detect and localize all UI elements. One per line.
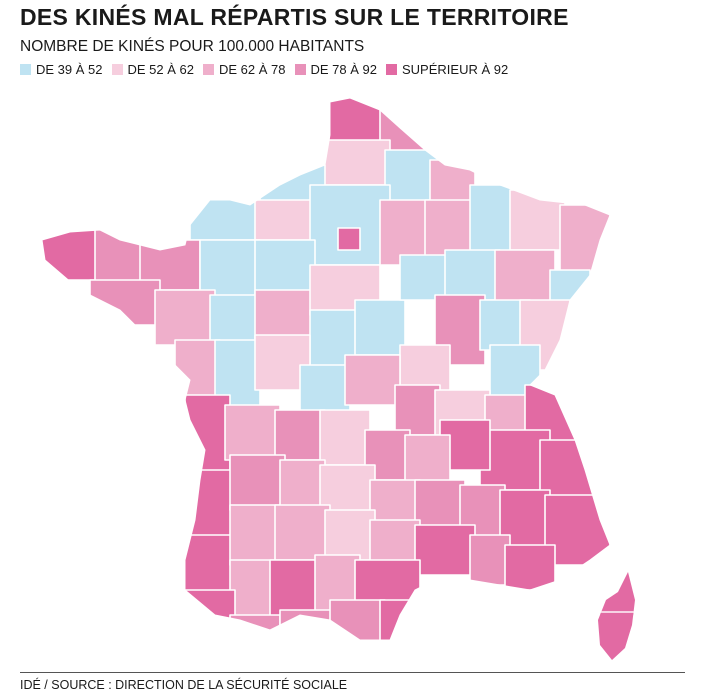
legend-label: DE 78 À 92 (310, 62, 378, 77)
legend-item-over-92: SUPÉRIEUR À 92 (386, 62, 508, 77)
footer-divider (20, 672, 685, 673)
legend-swatch (111, 64, 123, 75)
legend-swatch (294, 64, 306, 75)
map-subtitle: NOMBRE DE KINÉS POUR 100.000 HABITANTS (20, 38, 365, 55)
legend-item-39-52: DE 39 À 52 (20, 62, 103, 77)
legend-item-52-62: DE 52 À 62 (111, 62, 195, 77)
legend: DE 39 À 52 DE 52 À 62 DE 62 À 78 DE 78 À… (20, 62, 508, 77)
legend-label: DE 62 À 78 (219, 62, 286, 77)
legend-swatch (20, 64, 31, 75)
legend-label: DE 52 À 62 (127, 62, 195, 77)
source-credit: IDÉ / SOURCE : DIRECTION DE LA SÉCURITÉ … (20, 678, 348, 692)
legend-label: DE 39 À 52 (36, 62, 103, 77)
legend-item-62-78: DE 62 À 78 (203, 62, 286, 77)
legend-swatch (386, 64, 397, 75)
legend-swatch (203, 64, 214, 75)
corsica (598, 572, 635, 660)
mainland-departments (42, 98, 610, 640)
france-choropleth-map (41, 97, 635, 660)
map-title: DES KINÉS MAL RÉPARTIS SUR LE TERRITOIRE (20, 4, 569, 30)
mainland-outline (41, 97, 611, 641)
legend-item-78-92: DE 78 À 92 (294, 62, 378, 77)
legend-label: SUPÉRIEUR À 92 (402, 62, 509, 77)
